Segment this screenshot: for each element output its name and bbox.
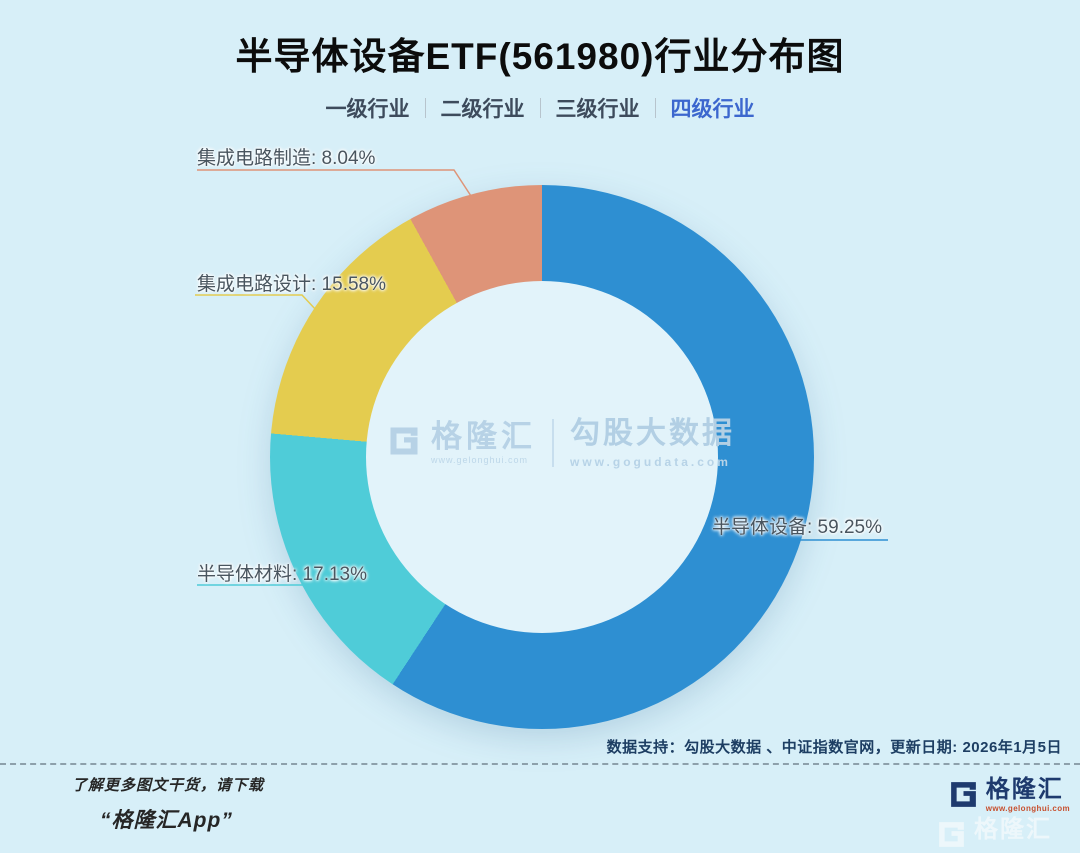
segment-label-semi-equipment: 半导体设备: 59.25% <box>712 517 882 538</box>
segment-label-semi-materials: 半导体材料: 17.13% <box>197 564 367 585</box>
watermark-product-name: 勾股大数据 <box>570 416 735 450</box>
tab-divider <box>424 98 426 118</box>
watermark-brand-name: 格隆汇 <box>431 419 536 454</box>
tab-industry-level-2[interactable]: 二级行业 <box>440 98 525 121</box>
promo-line-1: 了解更多图文干货，请下载 <box>72 777 265 794</box>
tab-industry-level-4[interactable]: 四级行业 <box>670 98 755 121</box>
tab-industry-level-1[interactable]: 一级行业 <box>325 98 410 121</box>
promo-line-2: “格隆汇App” <box>100 809 233 832</box>
tab-industry-level-3[interactable]: 三级行业 <box>555 98 640 121</box>
center-watermark: 格隆汇 www.gelonghui.com 勾股大数据 www.gogudata… <box>386 412 735 474</box>
page-title: 半导体设备ETF(561980)行业分布图 <box>235 36 845 77</box>
watermark-product-url: www.gogudata.com <box>570 454 731 469</box>
corner-logo-url: www.gelonghui.com <box>985 804 1070 813</box>
industry-level-tabs: 一级行业 二级行业 三级行业 四级行业 <box>0 93 1080 123</box>
corner-logo-brand: 格隆汇 <box>985 776 1064 803</box>
corner-logo-brand-ghost: 格隆汇 <box>974 816 1052 843</box>
segment-label-ic-design: 集成电路设计: 15.58% <box>197 274 386 295</box>
donut-chart <box>270 185 814 729</box>
footer-dashed-divider <box>0 763 1080 765</box>
watermark-brand-url: www.gelonghui.com <box>431 455 529 465</box>
tab-divider <box>654 98 656 118</box>
leader-line-ic-manufacturing <box>197 169 472 197</box>
tab-divider <box>539 98 541 118</box>
leader-line-ic-design <box>195 294 318 312</box>
gelonghui-logo-icon <box>947 778 980 816</box>
gelonghui-logo-icon-ghost <box>935 818 968 853</box>
gelonghui-corner-logo: 格隆汇 www.gelonghui.com 格隆汇 <box>935 773 1080 853</box>
donut-hole <box>366 281 718 633</box>
watermark-divider <box>552 419 554 467</box>
data-source-note: 数据支持：勾股大数据 、中证指数官网，更新日期: 2026年1月5日 <box>606 739 1062 756</box>
segment-label-ic-manufacturing: 集成电路制造: 8.04% <box>197 148 376 169</box>
gelonghui-logo-icon <box>386 423 422 464</box>
footer-promo: 了解更多图文干货，请下载 “格隆汇App” <box>72 774 264 834</box>
